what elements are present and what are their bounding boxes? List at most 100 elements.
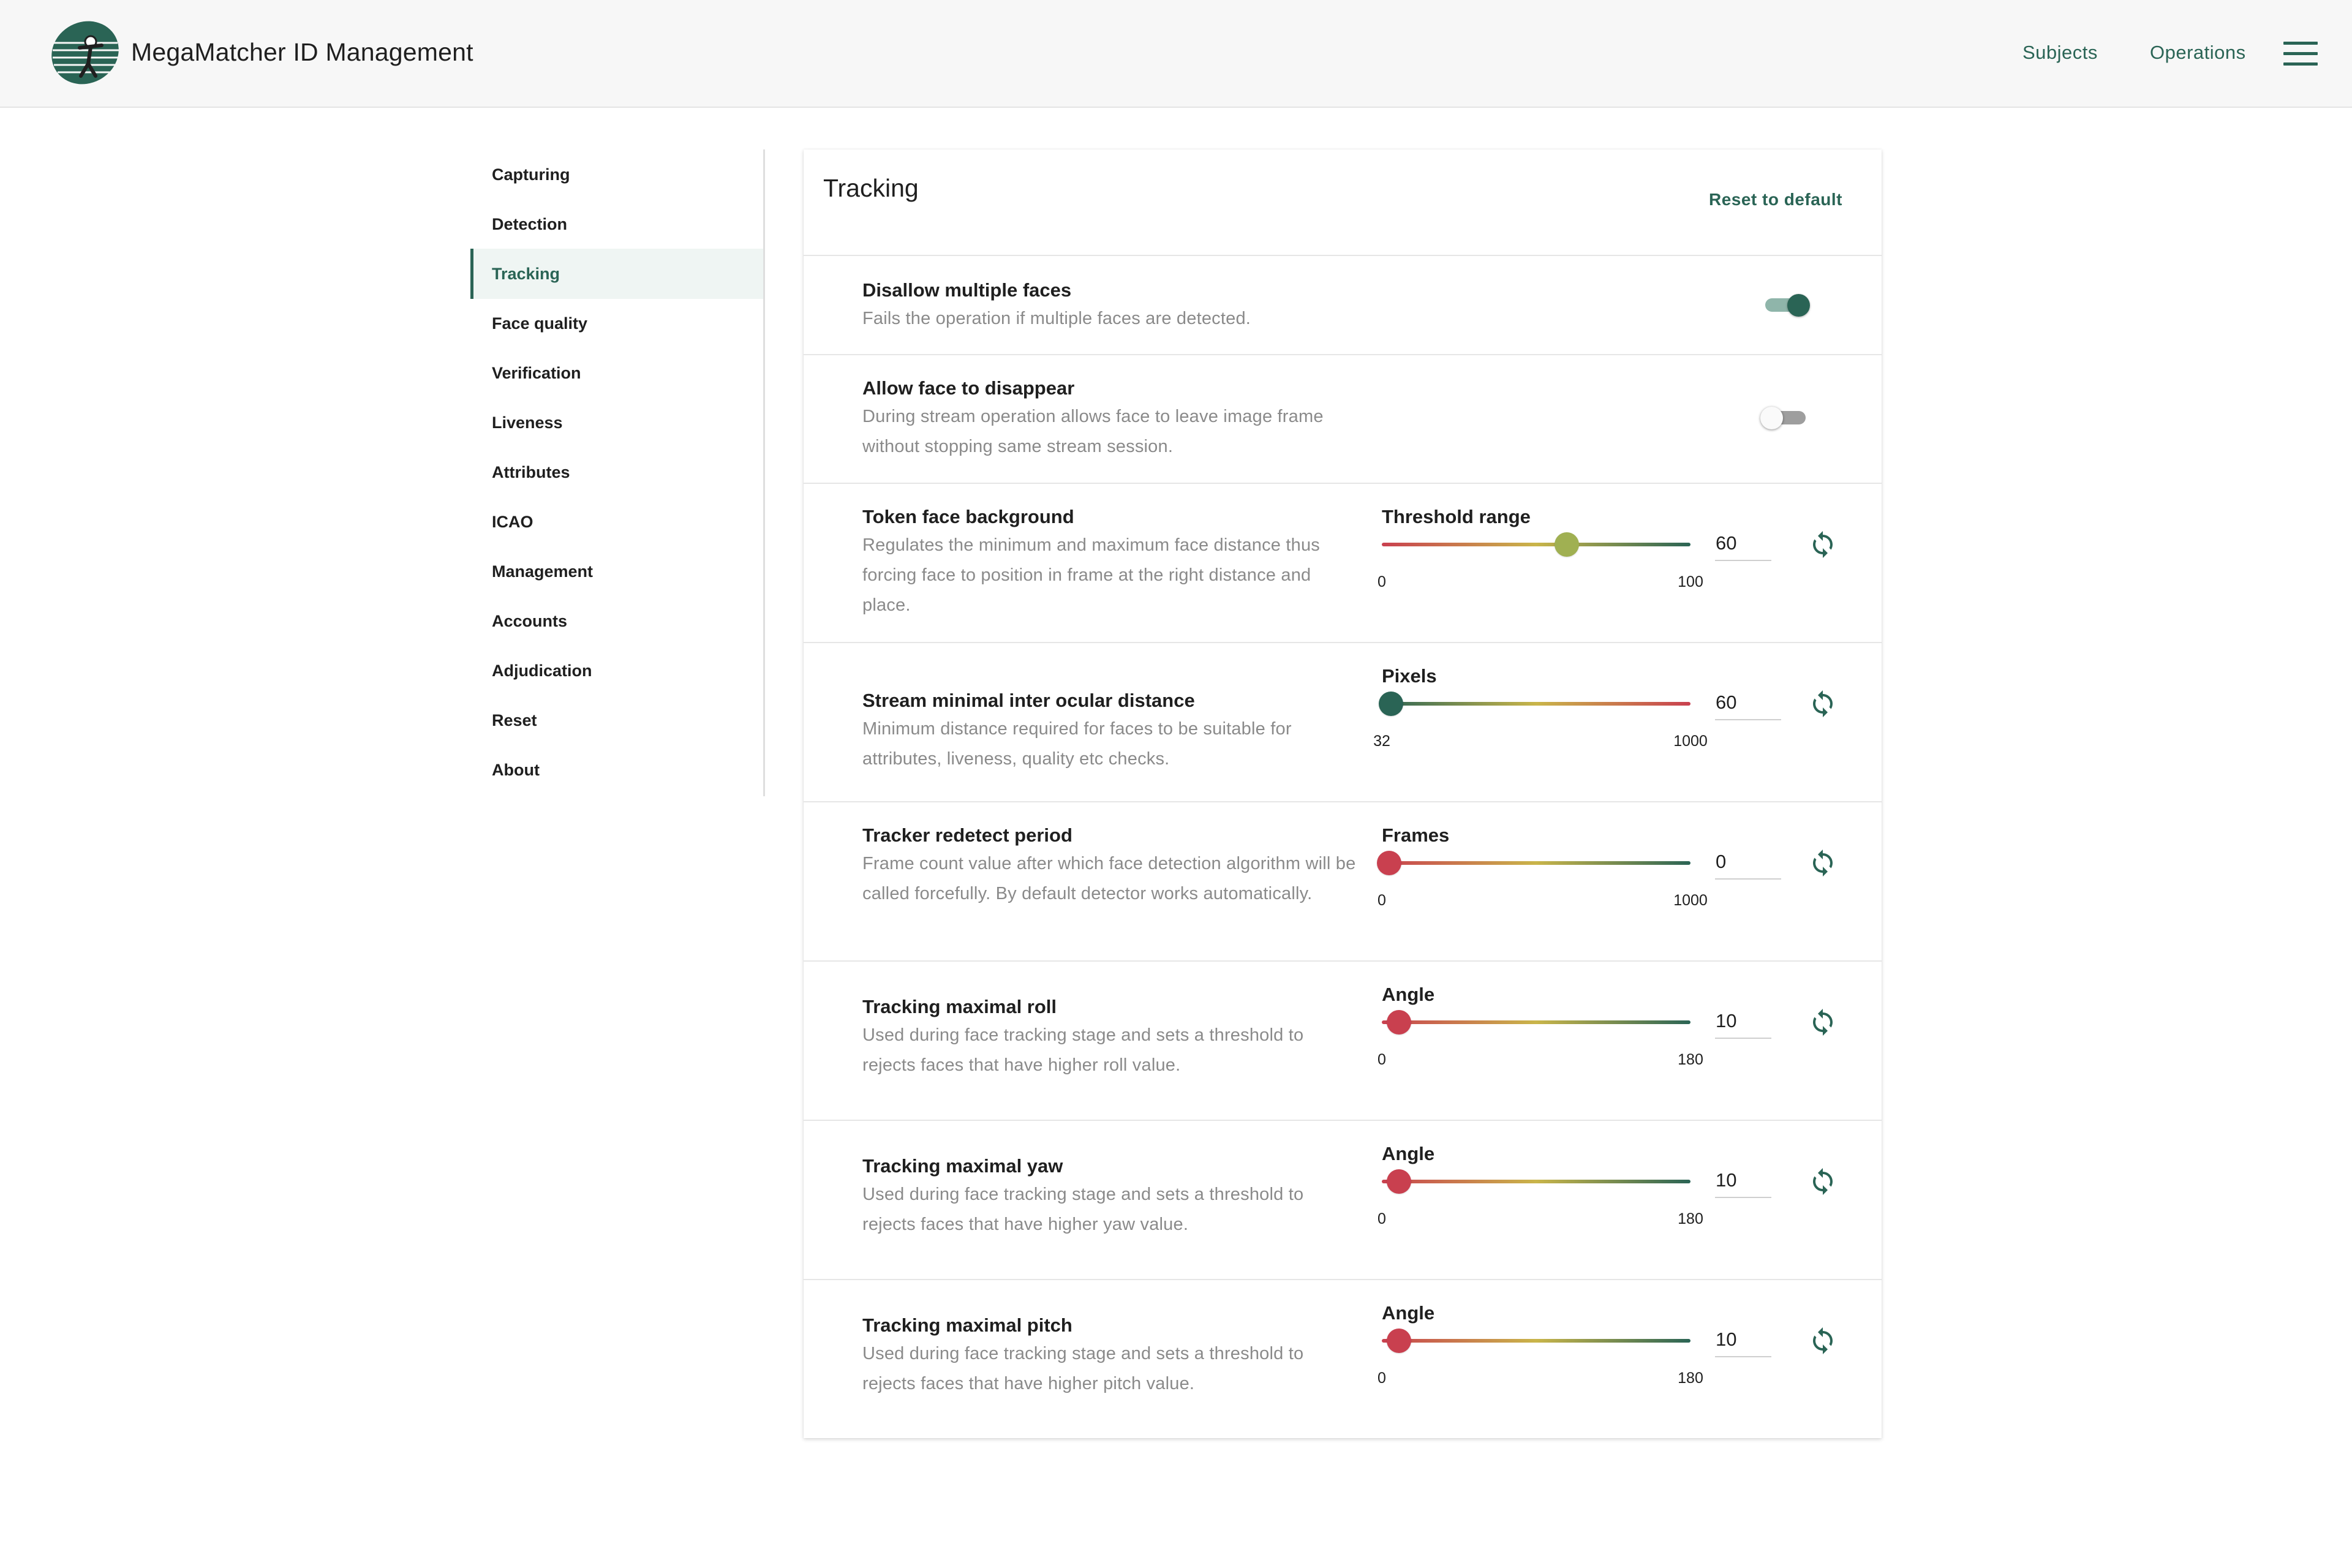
slider-track — [1382, 543, 1691, 546]
sidebar-item-about[interactable]: About — [492, 761, 540, 779]
setting-description: Frame count value after which face detec… — [862, 854, 1356, 903]
setting-description: During stream operation allows face to l… — [862, 407, 1324, 456]
sidebar-item-verification[interactable]: Verification — [492, 364, 581, 382]
tracking-settings-card: Tracking Reset to default Disallow multi… — [804, 149, 1882, 1438]
sidebar-item-reset[interactable]: Reset — [492, 711, 537, 729]
sidebar-item-management[interactable]: Management — [492, 562, 594, 581]
tracking-maximal-yaw-input[interactable] — [1715, 1164, 1771, 1198]
sidebar-item-detection[interactable]: Detection — [492, 215, 568, 233]
slider-min-label: 0 — [1378, 1370, 1386, 1387]
yaw-angle-slider[interactable] — [1382, 1163, 1691, 1200]
tracking-maximal-pitch-input[interactable] — [1715, 1323, 1771, 1357]
setting-title: Tracking maximal yaw — [862, 1155, 1063, 1177]
slider-track — [1382, 1339, 1691, 1343]
reset-to-default-button[interactable]: Reset to default — [1708, 190, 1842, 209]
slider-thumb[interactable] — [1387, 1329, 1411, 1353]
setting-description: Used during face tracking stage and sets… — [862, 1025, 1304, 1075]
tracker-redetect-period-input[interactable] — [1715, 845, 1781, 880]
setting-title: Tracker redetect period — [862, 824, 1072, 846]
slider-track — [1382, 702, 1691, 706]
slider-max-label: 1000 — [1673, 892, 1708, 909]
megamatcher-logo[interactable] — [49, 18, 121, 87]
setting-row-allow-face-to-disappear: Allow face to disappear During stream op… — [804, 354, 1882, 483]
slider-max-label: 180 — [1678, 1051, 1703, 1068]
setting-row-stream-minimal-inter-ocular-distance: Stream minimal inter ocular distance Min… — [804, 642, 1882, 801]
sidebar-item-adjudication[interactable]: Adjudication — [492, 662, 592, 680]
setting-description: Minimum distance required for faces to b… — [862, 719, 1292, 769]
sidebar-item-face-quality[interactable]: Face quality — [492, 314, 588, 333]
slider-unit-label: Angle — [1382, 1302, 1435, 1324]
slider-unit-label: Frames — [1382, 824, 1450, 846]
threshold-range-slider[interactable] — [1382, 526, 1691, 563]
sidebar-item-liveness[interactable]: Liveness — [492, 413, 563, 432]
setting-row-disallow-multiple-faces: Disallow multiple faces Fails the operat… — [804, 255, 1882, 354]
nav-subjects-link[interactable]: Subjects — [2022, 42, 2098, 63]
app-title: MegaMatcher ID Management — [131, 38, 473, 66]
slider-min-label: 32 — [1373, 733, 1390, 750]
setting-row-tracking-maximal-pitch: Tracking maximal pitch Used during face … — [804, 1279, 1882, 1437]
setting-row-tracking-maximal-roll: Tracking maximal roll Used during face t… — [804, 960, 1882, 1120]
setting-title: Token face background — [862, 506, 1074, 527]
slider-max-label: 180 — [1678, 1370, 1703, 1387]
slider-min-label: 0 — [1378, 892, 1386, 909]
hamburger-menu-icon[interactable] — [2283, 42, 2318, 66]
slider-thumb[interactable] — [1387, 1010, 1411, 1035]
setting-row-tracking-maximal-yaw: Tracking maximal yaw Used during face tr… — [804, 1120, 1882, 1279]
toggle-knob — [1787, 294, 1810, 317]
setting-title: Allow face to disappear — [862, 377, 1075, 399]
slider-unit-label: Angle — [1382, 984, 1435, 1005]
nav-operations-link[interactable]: Operations — [2150, 42, 2246, 63]
slider-max-label: 180 — [1678, 1210, 1703, 1227]
slider-min-label: 0 — [1378, 1210, 1386, 1227]
sidebar-item-tracking[interactable]: Tracking — [470, 249, 763, 299]
reset-value-icon[interactable] — [1808, 689, 1838, 718]
frames-slider[interactable] — [1377, 845, 1691, 881]
setting-row-token-face-background: Token face background Regulates the mini… — [804, 483, 1882, 642]
slider-thumb[interactable] — [1387, 1169, 1411, 1194]
pixels-slider[interactable] — [1378, 685, 1691, 722]
setting-description: Used during face tracking stage and sets… — [862, 1344, 1304, 1393]
slider-min-label: 0 — [1378, 1051, 1386, 1068]
slider-unit-label: Pixels — [1382, 665, 1437, 687]
page-title: Tracking — [823, 174, 919, 202]
slider-track — [1382, 861, 1691, 865]
reset-value-icon[interactable] — [1808, 530, 1838, 559]
setting-description: Fails the operation if multiple faces ar… — [862, 309, 1251, 328]
reset-value-icon[interactable] — [1808, 1167, 1838, 1196]
roll-angle-slider[interactable] — [1382, 1004, 1691, 1041]
sidebar-item-icao[interactable]: ICAO — [492, 513, 533, 531]
token-face-background-input[interactable] — [1715, 527, 1771, 561]
slider-min-label: 0 — [1378, 573, 1386, 590]
setting-row-tracker-redetect-period: Tracker redetect period Frame count valu… — [804, 801, 1882, 960]
reset-value-icon[interactable] — [1808, 1008, 1838, 1037]
sidebar-item-capturing[interactable]: Capturing — [492, 165, 570, 184]
sidebar-item-attributes[interactable]: Attributes — [492, 463, 570, 481]
reset-value-icon[interactable] — [1808, 848, 1838, 878]
slider-unit-label: Threshold range — [1382, 506, 1531, 527]
allow-face-to-disappear-toggle[interactable] — [1759, 399, 1814, 436]
slider-thumb[interactable] — [1555, 532, 1580, 557]
stream-minimal-iod-input[interactable] — [1715, 686, 1781, 720]
slider-thumb[interactable] — [1378, 692, 1403, 716]
reset-value-icon[interactable] — [1808, 1326, 1838, 1355]
slider-max-label: 100 — [1678, 573, 1703, 590]
setting-title: Stream minimal inter ocular distance — [862, 690, 1195, 711]
setting-title: Disallow multiple faces — [862, 279, 1072, 301]
app-header: MegaMatcher ID Management Subjects Opera… — [0, 0, 2352, 108]
slider-thumb[interactable] — [1377, 851, 1401, 875]
sidebar-item-accounts[interactable]: Accounts — [492, 612, 568, 630]
tracking-maximal-roll-input[interactable] — [1715, 1005, 1771, 1039]
toggle-knob — [1760, 407, 1783, 429]
slider-max-label: 1000 — [1673, 733, 1708, 750]
settings-sidebar: Capturing Detection Tracking Face qualit… — [470, 149, 765, 796]
setting-description: Regulates the minimum and maximum face d… — [862, 535, 1321, 615]
slider-track — [1382, 1180, 1691, 1183]
setting-title: Tracking maximal roll — [862, 996, 1057, 1017]
setting-description: Used during face tracking stage and sets… — [862, 1185, 1304, 1234]
setting-title: Tracking maximal pitch — [862, 1314, 1072, 1336]
pitch-angle-slider[interactable] — [1382, 1322, 1691, 1359]
slider-track — [1382, 1020, 1691, 1024]
disallow-multiple-faces-toggle[interactable] — [1759, 287, 1814, 323]
slider-unit-label: Angle — [1382, 1143, 1435, 1164]
